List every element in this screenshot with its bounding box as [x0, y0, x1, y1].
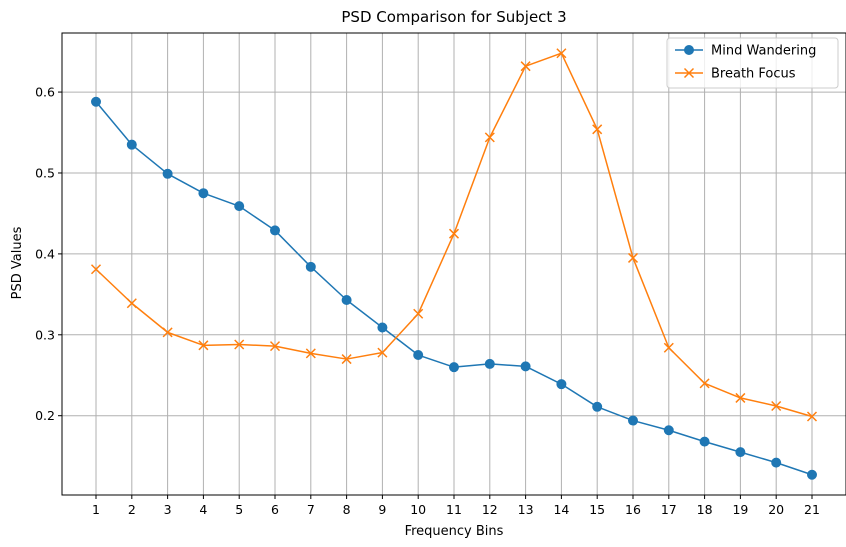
mind-wandering-point [341, 295, 352, 306]
y-tick-label: 0.3 [35, 327, 55, 342]
breath-focus-point [126, 298, 137, 309]
breath-focus-point [305, 348, 316, 359]
breath-focus-point [234, 339, 245, 350]
x-tick-label: 4 [199, 502, 207, 517]
mind-wandering-point [413, 350, 424, 361]
legend-box [666, 37, 839, 89]
breath-focus-point [341, 354, 352, 365]
breath-focus-point [556, 48, 567, 59]
x-tick-label: 18 [697, 502, 713, 517]
mind-wandering-point [592, 401, 603, 412]
x-tick-label: 1 [92, 502, 100, 517]
x-tick-label: 3 [164, 502, 172, 517]
mind-wandering-point [91, 96, 102, 107]
mind-wandering-point [377, 322, 388, 333]
x-tick-label: 16 [625, 502, 641, 517]
legend-breath-focus-label: Breath Focus [711, 67, 796, 82]
x-tick-label: 2 [128, 502, 136, 517]
mind-wandering-point [663, 425, 674, 436]
legend-breath-focus-marker [683, 67, 695, 79]
grid [62, 33, 846, 495]
y-axis: 0.2 0.3 0.4 0.5 0.6 [35, 85, 62, 423]
x-axis: 1 2 3 4 5 6 7 8 9 10 11 12 13 14 15 16 17 18 19 20 21 [92, 495, 820, 517]
mind-wandering-point [556, 379, 567, 390]
x-tick-label: 19 [732, 502, 748, 517]
y-tick-label: 0.5 [35, 165, 55, 180]
legend-mind-wandering-marker [684, 45, 694, 55]
mind-wandering-point [806, 469, 817, 480]
x-tick-label: 14 [553, 502, 569, 517]
mind-wandering-point [449, 362, 459, 373]
y-tick-label: 0.6 [35, 85, 55, 100]
x-tick-label: 5 [235, 502, 243, 517]
x-tick-label: 20 [768, 502, 784, 517]
x-axis-label: Frequency Bins [405, 524, 504, 539]
legend: Mind Wandering Breath Focus [666, 37, 839, 89]
mind-wandering-point [627, 415, 638, 426]
x-tick-label: 11 [446, 502, 462, 517]
breath-focus-point [699, 378, 710, 389]
breath-focus-point [771, 400, 782, 412]
mind-wandering-point [520, 361, 531, 372]
breath-focus-point [520, 61, 531, 72]
breath-focus-point [627, 252, 639, 263]
y-axis-label: PSD Values [10, 226, 25, 299]
x-tick-label: 6 [271, 502, 279, 517]
x-tick-label: 17 [661, 502, 677, 517]
breath-focus-point [198, 340, 209, 351]
mind-wandering-point [305, 261, 316, 272]
mind-wandering-point [484, 358, 495, 369]
breath-focus-point [806, 411, 818, 422]
breath-focus-point [663, 342, 674, 353]
mind-wandering-point [270, 225, 281, 236]
y-tick-label: 0.4 [35, 246, 55, 261]
x-tick-label: 8 [343, 502, 351, 517]
breath-focus-point [735, 392, 746, 403]
series-layer [90, 48, 818, 480]
mind-wandering-point [735, 447, 746, 458]
breath-focus-point [413, 308, 424, 319]
y-tick-label: 0.2 [35, 408, 55, 423]
breath-focus-point [484, 132, 495, 143]
mind-wandering-point [198, 188, 209, 199]
breath-focus-point [377, 347, 388, 358]
x-tick-label: 7 [307, 502, 315, 517]
breath-focus-point [162, 327, 173, 338]
x-tick-label: 12 [482, 502, 498, 517]
breath-focus-point [269, 341, 281, 352]
breath-focus-point [592, 124, 603, 135]
x-tick-label: 10 [410, 502, 426, 517]
x-tick-label: 13 [518, 502, 534, 517]
mind-wandering-point [126, 139, 137, 150]
legend-mind-wandering-label: Mind Wandering [711, 44, 816, 59]
mind-wandering-point [234, 201, 245, 212]
mind-wandering-point [699, 436, 710, 447]
x-tick-label: 15 [589, 502, 605, 517]
x-tick-label: 21 [804, 502, 820, 517]
chart-title: PSD Comparison for Subject 3 [341, 8, 566, 26]
mind-wandering-point [771, 457, 782, 468]
breath-focus-point [90, 264, 102, 275]
mind-wandering-point [162, 168, 173, 179]
x-tick-label: 9 [378, 502, 386, 517]
breath-focus-point [448, 228, 460, 239]
